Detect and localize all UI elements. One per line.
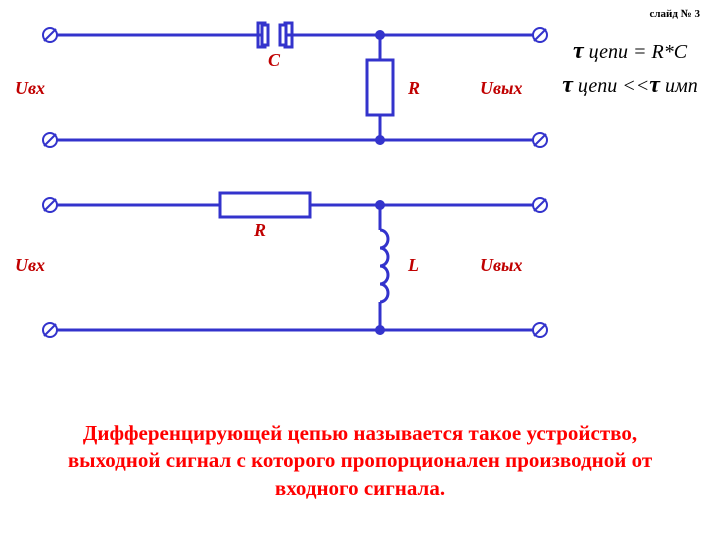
label-l: L [408, 255, 419, 276]
circuit-svg [0, 0, 720, 420]
label-c: C [268, 50, 280, 71]
label-uout-1: Uвых [480, 78, 523, 99]
label-uin-2: Uвх [15, 255, 45, 276]
label-r-1: R [408, 78, 420, 99]
definition-text: Дифференцирующей цепью называется такое … [50, 420, 670, 502]
label-uin-1: Uвх [15, 78, 45, 99]
label-r-2: R [254, 220, 266, 241]
label-uout-2: Uвых [480, 255, 523, 276]
